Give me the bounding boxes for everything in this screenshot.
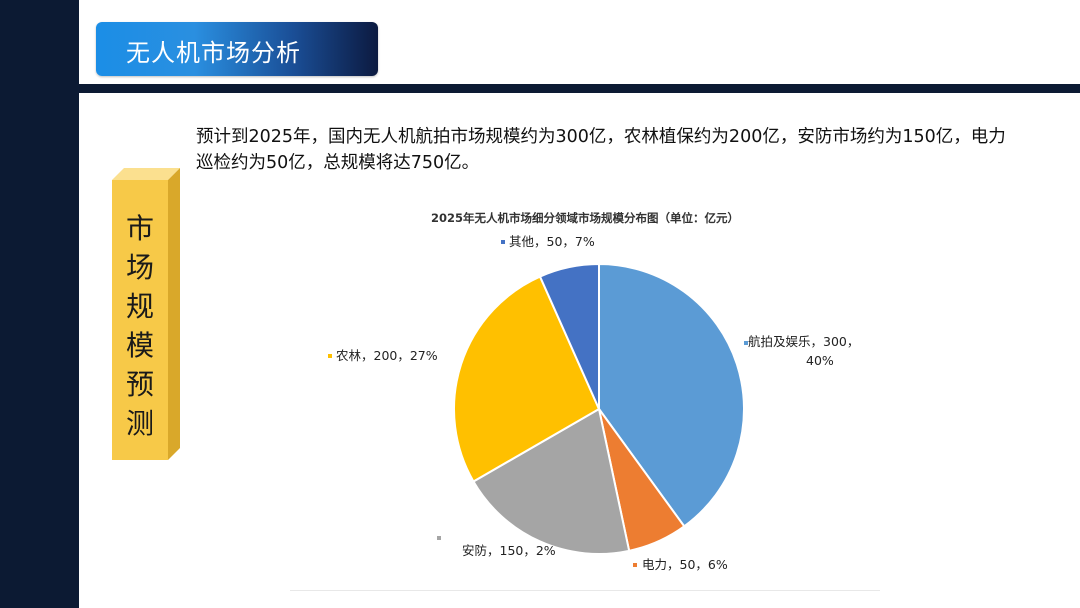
data-label-0: 航拍及娱乐，300， 40% [748,334,859,368]
data-label-1: 电力，50，6% [642,557,728,572]
chart-title: 2025年无人机市场细分领域市场规模分布图（单位：亿元） [431,211,739,225]
side-label-char: 场 [125,251,154,284]
data-label-marker-1 [633,563,637,567]
side-label-char: 预 [125,368,154,401]
side-label-box-shape [112,168,180,460]
data-label-4: 其他，50，7% [509,234,595,249]
side-label-char: 规 [125,290,154,323]
pie-chart: 2025年无人机市场细分领域市场规模分布图（单位：亿元） 航拍及娱乐，300， 40… [290,200,880,591]
side-label-char: 市 [125,212,154,245]
data-label-marker-4 [501,240,505,244]
page-title: 无人机市场分析 [126,39,301,67]
data-label-2: 安防，150，2% [462,543,556,558]
data-label-marker-3 [328,354,332,358]
side-label-char: 模 [125,329,154,362]
header-tab: 无人机市场分析 [96,22,378,76]
left-sidebar-band [0,0,79,608]
side-label-char: 测 [125,407,154,440]
pie-slice-2 [472,407,631,555]
intro-paragraph: 预计到2025年，国内无人机航拍市场规模约为300亿，农林植保约为200亿，安防… [196,127,1006,173]
pie-chart-svg: 2025年无人机市场细分领域市场规模分布图（单位：亿元） 航拍及娱乐，300， 40… [328,211,859,572]
data-label-marker-0 [744,341,748,345]
side-label-box [112,168,180,460]
side-label: 市 场 规 模 预 测 [112,209,168,443]
pie-slice-4 [538,262,600,410]
data-label-3: 农林，200，27% [336,348,438,363]
pie-slice-0 [598,262,745,528]
header-divider [79,84,1080,93]
data-label-marker-2 [437,536,441,540]
